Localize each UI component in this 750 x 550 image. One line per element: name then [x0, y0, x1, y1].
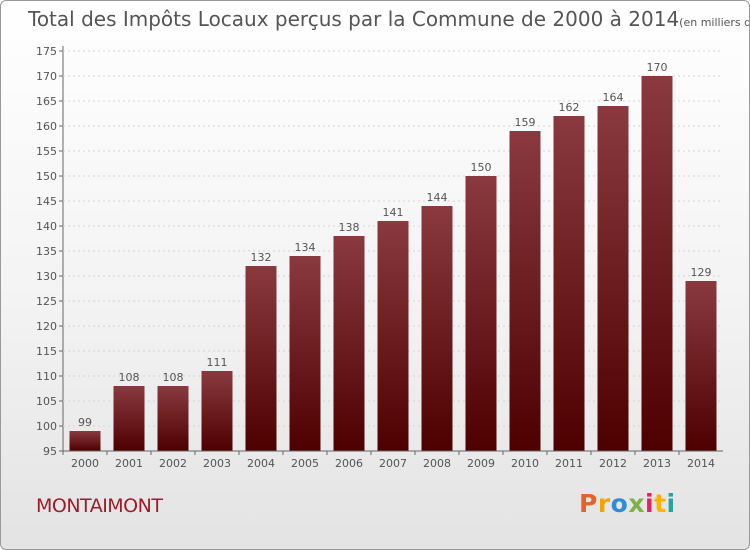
value-label-2006: 138 — [339, 221, 360, 234]
value-label-2007: 141 — [383, 206, 404, 219]
y-tick-label: 140 — [36, 220, 57, 233]
value-label-2014: 129 — [691, 266, 712, 279]
proxiti-logo: Proxiti — [579, 489, 676, 518]
y-tick-label: 125 — [36, 295, 57, 308]
logo-letter: r — [597, 489, 611, 518]
y-tick-label: 100 — [36, 420, 57, 433]
value-label-2005: 134 — [295, 241, 316, 254]
bar-2006 — [333, 236, 365, 451]
bar-2000 — [69, 431, 101, 451]
y-tick-label: 130 — [36, 270, 57, 283]
y-tick-label: 150 — [36, 170, 57, 183]
chart-title: Total des Impôts Locaux perçus par la Co… — [28, 7, 749, 31]
bar-2011 — [553, 116, 585, 451]
value-label-2001: 108 — [119, 371, 140, 384]
x-tick-label-2006: 2006 — [335, 457, 363, 470]
y-tick-label: 155 — [36, 145, 57, 158]
x-tick-label-2002: 2002 — [159, 457, 187, 470]
bar-2004 — [245, 266, 277, 451]
value-label-2010: 159 — [515, 116, 536, 129]
value-label-2003: 111 — [207, 356, 228, 369]
value-label-2011: 162 — [559, 101, 580, 114]
title-text: Total des Impôts Locaux perçus par la Co… — [28, 7, 680, 31]
logo-letter: o — [610, 489, 629, 518]
bar-2014 — [685, 281, 717, 451]
bar-2003 — [201, 371, 233, 451]
bar-2013 — [641, 76, 673, 451]
x-tick-label-2000: 2000 — [71, 457, 99, 470]
x-tick-label-2014: 2014 — [687, 457, 715, 470]
y-tick-label: 105 — [36, 395, 57, 408]
y-tick-label: 110 — [36, 370, 57, 383]
x-tick-label-2010: 2010 — [511, 457, 539, 470]
y-tick-label: 145 — [36, 195, 57, 208]
value-label-2008: 144 — [427, 191, 448, 204]
y-tick-label: 95 — [43, 445, 57, 458]
logo-letter: i — [645, 489, 655, 518]
x-tick-label-2012: 2012 — [599, 457, 627, 470]
title-unit: (en milliers d'€) — [679, 16, 749, 29]
y-tick-label: 165 — [36, 95, 57, 108]
x-tick-label-2013: 2013 — [643, 457, 671, 470]
bar-2008 — [421, 206, 453, 451]
logo-letter: i — [666, 489, 676, 518]
value-label-2013: 170 — [647, 61, 668, 74]
bar-2002 — [157, 386, 189, 451]
logo-letter: P — [579, 489, 598, 518]
commune-name: MONTAIMONT — [36, 495, 163, 517]
x-tick-label-2009: 2009 — [467, 457, 495, 470]
y-tick-label: 175 — [36, 45, 57, 58]
value-label-2004: 132 — [251, 251, 272, 264]
y-tick-label: 160 — [36, 120, 57, 133]
y-tick-label: 170 — [36, 70, 57, 83]
x-tick-label-2005: 2005 — [291, 457, 319, 470]
x-tick-label-2004: 2004 — [247, 457, 275, 470]
x-tick-label-2007: 2007 — [379, 457, 407, 470]
x-axis: 2000 2001 2002 2003 2004 2005 2006 2007 2008 2009… — [62, 450, 723, 470]
x-tick-label-2011: 2011 — [555, 457, 583, 470]
value-labels: 99 108 108 111 132 134 138 141 144 150 159 162 164 17… — [78, 61, 712, 429]
bar-2010 — [509, 131, 541, 451]
logo-letter: t — [654, 489, 667, 518]
x-tick-label-2001: 2001 — [115, 457, 143, 470]
bar-2009 — [465, 176, 497, 451]
x-tick-label-2008: 2008 — [423, 457, 451, 470]
y-tick-label: 115 — [36, 345, 57, 358]
bar-2012 — [597, 106, 629, 451]
bar-2001 — [113, 386, 145, 451]
bar-2007 — [377, 221, 409, 451]
value-label-2002: 108 — [163, 371, 184, 384]
bars — [69, 76, 717, 451]
value-label-2009: 150 — [471, 161, 492, 174]
y-tick-label: 120 — [36, 320, 57, 333]
bar-2005 — [289, 256, 321, 451]
value-label-2012: 164 — [603, 91, 624, 104]
y-tick-label: 135 — [36, 245, 57, 258]
value-label-2000: 99 — [78, 416, 92, 429]
logo-letter: x — [628, 489, 645, 518]
x-tick-label-2003: 2003 — [203, 457, 231, 470]
